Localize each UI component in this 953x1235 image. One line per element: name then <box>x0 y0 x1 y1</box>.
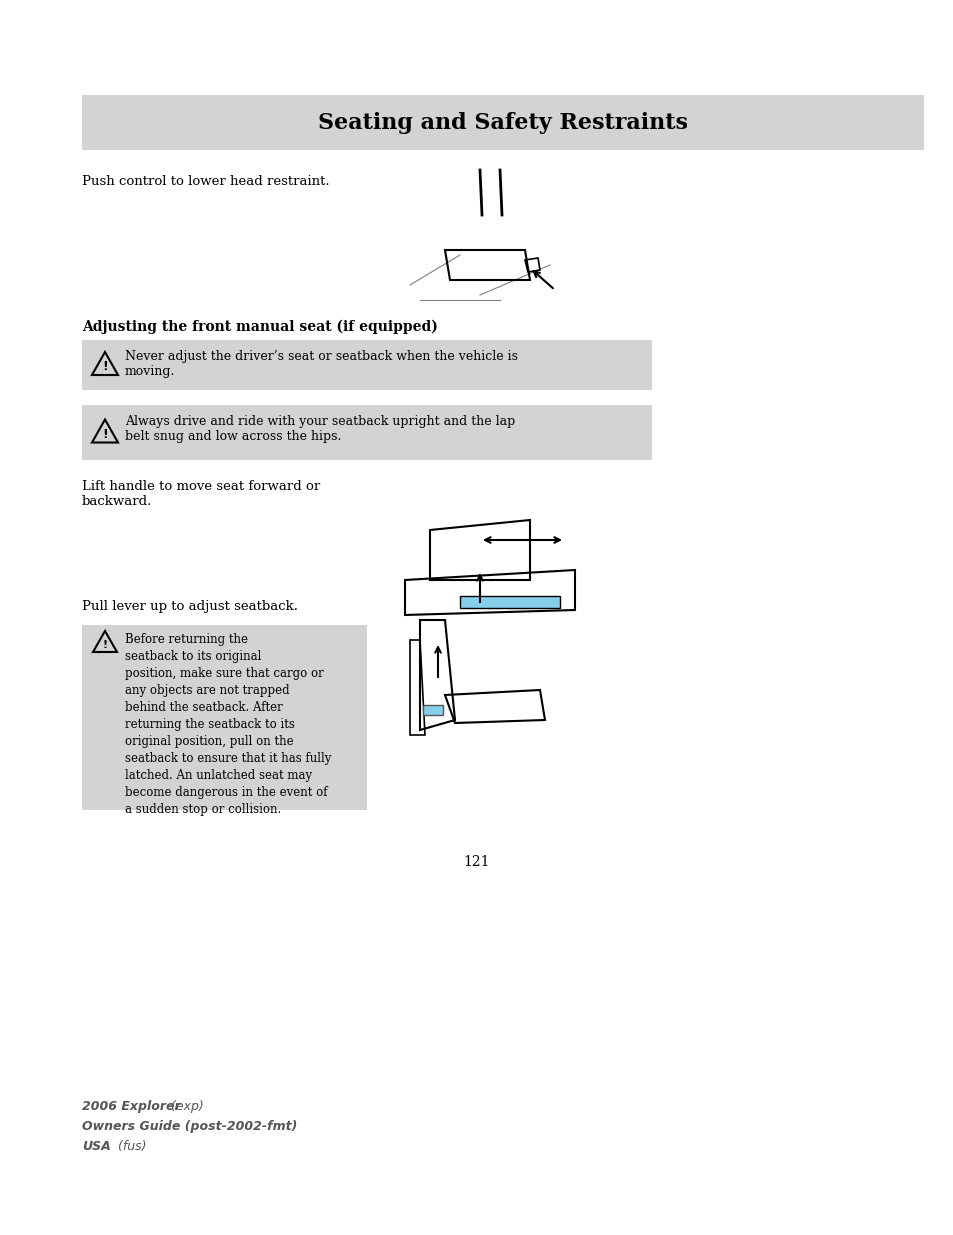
Text: Pull lever up to adjust seatback.: Pull lever up to adjust seatback. <box>82 600 297 613</box>
Text: !: ! <box>102 640 108 650</box>
Text: USA: USA <box>82 1140 111 1153</box>
Text: (exp): (exp) <box>167 1100 204 1113</box>
FancyBboxPatch shape <box>82 625 367 810</box>
FancyBboxPatch shape <box>459 597 559 608</box>
Text: 2006 Explorer: 2006 Explorer <box>82 1100 180 1113</box>
FancyBboxPatch shape <box>82 340 651 390</box>
Text: Never adjust the driver’s seat or seatback when the vehicle is
moving.: Never adjust the driver’s seat or seatba… <box>125 350 517 378</box>
Text: !: ! <box>102 429 108 441</box>
Text: Push control to lower head restraint.: Push control to lower head restraint. <box>82 175 330 188</box>
Text: (fus): (fus) <box>113 1140 147 1153</box>
Text: Seating and Safety Restraints: Seating and Safety Restraints <box>317 111 687 133</box>
Text: 121: 121 <box>463 855 490 869</box>
FancyBboxPatch shape <box>82 95 923 149</box>
Text: Owners Guide (post-2002-fmt): Owners Guide (post-2002-fmt) <box>82 1120 297 1132</box>
Text: Lift handle to move seat forward or
backward.: Lift handle to move seat forward or back… <box>82 480 320 508</box>
Text: Before returning the
seatback to its original
position, make sure that cargo or
: Before returning the seatback to its ori… <box>125 634 331 816</box>
FancyBboxPatch shape <box>82 405 651 459</box>
Text: Always drive and ride with your seatback upright and the lap
belt snug and low a: Always drive and ride with your seatback… <box>125 415 515 443</box>
Text: !: ! <box>102 361 108 373</box>
FancyBboxPatch shape <box>422 705 442 715</box>
Text: Adjusting the front manual seat (if equipped): Adjusting the front manual seat (if equi… <box>82 320 437 335</box>
